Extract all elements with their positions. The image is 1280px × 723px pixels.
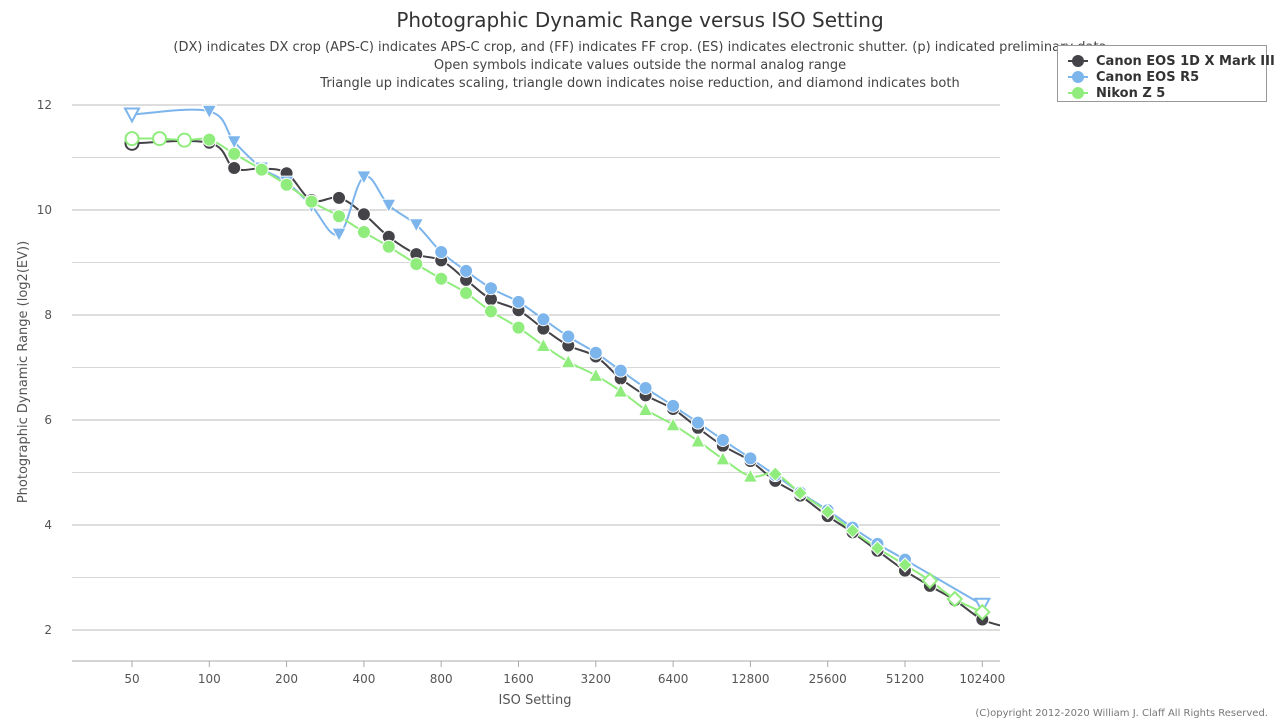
grid-lines <box>72 104 1000 631</box>
legend-marker-icon <box>1068 54 1088 68</box>
legend-item-nikon-z5[interactable]: Nikon Z 5 <box>1068 85 1165 101</box>
legend-label: Canon EOS R5 <box>1096 69 1200 85</box>
data-point-canon-r5[interactable] <box>226 135 243 150</box>
data-point-nikon-z5[interactable] <box>279 177 294 192</box>
legend-label: Canon EOS 1D X Mark III <box>1096 53 1275 69</box>
data-point-canon-1dx3[interactable] <box>332 190 347 205</box>
data-point-nikon-z5[interactable] <box>459 285 474 300</box>
legend-marker-icon <box>1068 70 1088 84</box>
chart-subtitle-line-3: Triangle up indicates scaling, triangle … <box>320 76 960 91</box>
y-tick-label: 2 <box>44 623 52 637</box>
x-tick-label: 200 <box>275 672 298 686</box>
data-point-canon-r5[interactable] <box>638 380 653 395</box>
data-point-canon-1dx3[interactable] <box>356 207 371 222</box>
data-point-nikon-z5[interactable] <box>124 131 140 147</box>
data-point-nikon-z5[interactable] <box>254 162 269 177</box>
data-point-nikon-z5[interactable] <box>819 504 836 520</box>
data-point-nikon-z5[interactable] <box>511 320 526 335</box>
data-point-canon-r5[interactable] <box>561 329 576 344</box>
data-point-canon-r5[interactable] <box>123 107 141 124</box>
data-point-canon-1dx3[interactable] <box>227 161 242 175</box>
data-point-nikon-z5[interactable] <box>897 557 913 573</box>
data-point-nikon-z5[interactable] <box>869 540 886 556</box>
data-point-canon-r5[interactable] <box>536 312 551 327</box>
x-tick-label: 6400 <box>658 672 689 686</box>
y-tick-label: 10 <box>37 203 52 217</box>
data-point-nikon-z5[interactable] <box>152 131 168 147</box>
data-point-canon-r5[interactable] <box>743 451 758 466</box>
x-tick-label: 1600 <box>503 672 534 686</box>
x-tick-label: 100 <box>198 672 221 686</box>
x-tick-label: 50 <box>124 672 139 686</box>
data-point-nikon-z5[interactable] <box>560 353 577 369</box>
data-point-nikon-z5[interactable] <box>792 485 808 501</box>
data-point-nikon-z5[interactable] <box>767 466 783 482</box>
data-point-nikon-z5[interactable] <box>637 401 654 416</box>
x-axis-label: ISO Setting <box>499 693 572 708</box>
data-point-nikon-z5[interactable] <box>587 367 604 382</box>
chart-subtitle-line-2: Open symbols indicate values outside the… <box>433 58 847 73</box>
legend-label: Nikon Z 5 <box>1096 85 1166 101</box>
data-point-canon-r5[interactable] <box>380 198 397 214</box>
data-point-canon-r5[interactable] <box>331 227 347 243</box>
x-tick-label: 102400 <box>959 672 1005 686</box>
legend-item-canon-1dx3[interactable]: Canon EOS 1D X Mark III <box>1068 53 1275 69</box>
series-markers <box>123 104 991 627</box>
data-point-nikon-z5[interactable] <box>227 146 242 161</box>
copyright-notice: (C)opyright 2012-2020 William J. Claff A… <box>975 708 1268 719</box>
x-tick-label: 3200 <box>581 672 612 686</box>
data-point-nikon-z5[interactable] <box>715 450 731 466</box>
data-point-nikon-z5[interactable] <box>973 603 991 621</box>
x-tick-label: 800 <box>430 672 453 686</box>
legend-marker-icon <box>1068 86 1088 100</box>
data-point-nikon-z5[interactable] <box>381 239 396 254</box>
x-tick-label: 51200 <box>886 672 924 686</box>
y-tick-label: 12 <box>37 98 52 112</box>
y-tick-label: 6 <box>44 413 52 427</box>
data-point-canon-r5[interactable] <box>408 218 425 233</box>
data-point-canon-r5[interactable] <box>666 398 681 413</box>
data-point-nikon-z5[interactable] <box>332 209 347 224</box>
data-point-nikon-z5[interactable] <box>434 271 449 286</box>
data-point-nikon-z5[interactable] <box>304 194 319 209</box>
data-point-nikon-z5[interactable] <box>665 416 681 432</box>
x-tick-label: 400 <box>352 672 375 686</box>
chart-title: Photographic Dynamic Range versus ISO Se… <box>396 8 884 32</box>
series-markers-nikon-z5 <box>124 131 991 621</box>
data-point-canon-r5[interactable] <box>434 245 449 259</box>
data-point-nikon-z5[interactable] <box>535 337 552 352</box>
data-point-canon-r5[interactable] <box>511 294 526 309</box>
x-tick-label: 25600 <box>809 672 847 686</box>
data-point-nikon-z5[interactable] <box>409 257 424 272</box>
data-point-canon-r5[interactable] <box>613 363 628 378</box>
data-point-nikon-z5[interactable] <box>690 432 706 448</box>
axes: 2 4 6 8 10 12 50 100 200 400 800 1600 3200 6400 12800 2… <box>37 98 1005 686</box>
data-point-canon-r5[interactable] <box>201 104 218 120</box>
data-point-nikon-z5[interactable] <box>844 523 861 539</box>
legend-item-canon-r5[interactable]: Canon EOS R5 <box>1068 69 1199 85</box>
data-point-canon-r5[interactable] <box>690 415 705 430</box>
x-tick-label: 12800 <box>731 672 769 686</box>
data-point-canon-r5[interactable] <box>459 263 474 278</box>
data-point-nikon-z5[interactable] <box>202 132 217 147</box>
data-point-canon-r5[interactable] <box>588 345 603 360</box>
data-point-nikon-z5[interactable] <box>742 468 759 483</box>
y-tick-label: 4 <box>44 518 52 532</box>
data-point-canon-r5[interactable] <box>715 432 730 447</box>
data-point-nikon-z5[interactable] <box>921 572 939 590</box>
data-point-canon-r5[interactable] <box>356 170 372 185</box>
chart-legend[interactable]: Canon EOS 1D X Mark III Canon EOS R5 Nik… <box>1057 45 1275 102</box>
data-point-nikon-z5[interactable] <box>483 304 498 319</box>
series-line-nikon-z5 <box>131 137 983 614</box>
data-point-nikon-z5[interactable] <box>612 383 629 398</box>
data-point-nikon-z5[interactable] <box>356 225 371 240</box>
y-axis-label: Photographic Dynamic Range (log2(EV)) <box>16 241 31 503</box>
y-tick-label: 8 <box>44 308 52 322</box>
data-point-canon-r5[interactable] <box>483 281 498 296</box>
chart-subtitle-line-1: (DX) indicates DX crop (APS-C) indicates… <box>173 40 1107 55</box>
data-point-nikon-z5[interactable] <box>946 590 964 608</box>
data-point-nikon-z5[interactable] <box>176 132 192 148</box>
